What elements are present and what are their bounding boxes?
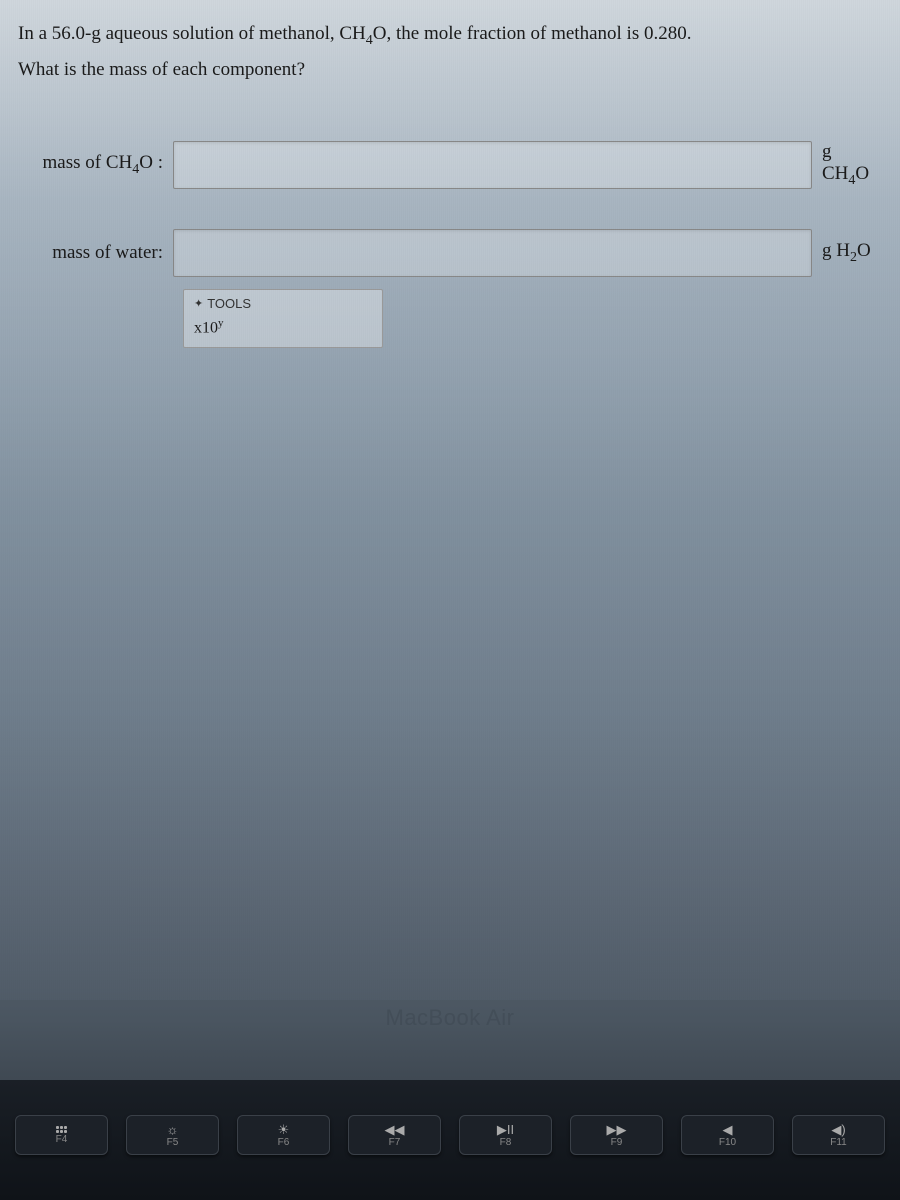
methanol-mass-input[interactable] [173, 141, 812, 189]
laptop-brand-label: MacBook Air [0, 1005, 900, 1031]
rewind-icon: ◀◀ [385, 1123, 405, 1136]
label-post: O : [139, 152, 163, 173]
play-pause-icon: ▶II [497, 1123, 514, 1136]
mute-icon: ◀ [723, 1123, 733, 1136]
f11-key[interactable]: ◀) F11 [792, 1115, 885, 1155]
f5-key[interactable]: ☼ F5 [126, 1115, 219, 1155]
f4-key[interactable]: F4 [15, 1115, 108, 1155]
key-label: F11 [830, 1137, 847, 1148]
f10-key[interactable]: ◀ F10 [681, 1115, 774, 1155]
launchpad-icon [56, 1126, 67, 1133]
scientific-notation-button[interactable]: x10y [194, 315, 372, 339]
key-label: F6 [278, 1137, 290, 1148]
key-label: F7 [389, 1137, 401, 1148]
tools-panel: ✦ TOOLS x10y [183, 289, 383, 348]
question-subscript: 4 [366, 33, 373, 48]
question-panel: In a 56.0-g aqueous solution of methanol… [0, 0, 900, 1000]
question-line-2: What is the mass of each component? [18, 59, 882, 81]
f7-key[interactable]: ◀◀ F7 [348, 1115, 441, 1155]
keyboard-brightness-down-icon: ☼ [167, 1123, 179, 1136]
tool-base: x10 [194, 319, 218, 336]
question-text-pre: In a 56.0-g aqueous solution of methanol… [18, 23, 366, 44]
tools-header: ✦ TOOLS [194, 296, 372, 311]
methanol-label: mass of CH4O : [38, 152, 173, 178]
unit-post: O [855, 163, 869, 184]
f9-key[interactable]: ▶▶ F9 [570, 1115, 663, 1155]
input-row-methanol: mass of CH4O : g CH4O [18, 141, 882, 189]
f8-key[interactable]: ▶II F8 [459, 1115, 552, 1155]
keyboard-brightness-up-icon: ☀ [278, 1123, 290, 1136]
key-label: F10 [719, 1137, 736, 1148]
question-text-post: O, the mole fraction of methanol is 0.28… [373, 23, 692, 44]
question-line-1: In a 56.0-g aqueous solution of methanol… [18, 20, 882, 51]
water-unit: g H2O [822, 240, 882, 266]
input-row-water: mass of water: g H2O [18, 229, 882, 277]
tools-icon: ✦ [194, 297, 203, 310]
unit-pre: g H [822, 240, 850, 261]
key-label: F4 [56, 1134, 68, 1145]
keyboard-fn-row: F4 ☼ F5 ☀ F6 ◀◀ F7 ▶II F8 ▶▶ F9 ◀ F10 ◀)… [0, 1080, 900, 1200]
fast-forward-icon: ▶▶ [607, 1123, 627, 1136]
water-label: mass of water: [38, 242, 173, 264]
unit-pre: g CH [822, 141, 848, 184]
key-label: F9 [611, 1137, 623, 1148]
key-label: F5 [167, 1137, 179, 1148]
f6-key[interactable]: ☀ F6 [237, 1115, 330, 1155]
unit-post: O [857, 240, 871, 261]
key-label: F8 [500, 1137, 512, 1148]
volume-down-icon: ◀) [831, 1123, 845, 1136]
methanol-unit: g CH4O [822, 141, 882, 189]
water-mass-input[interactable] [173, 229, 812, 277]
tool-sup: y [218, 317, 224, 329]
unit-sub: 2 [850, 250, 857, 265]
tools-header-text: TOOLS [207, 296, 251, 311]
label-text: mass of CH [43, 152, 133, 173]
label-text: mass of water: [52, 242, 163, 263]
